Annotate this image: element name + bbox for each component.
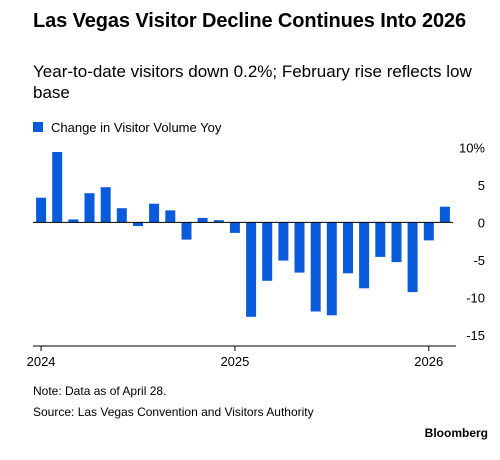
legend: Change in Visitor Volume Yoy [33,119,221,135]
bar-2025-09 [359,222,370,289]
x-axis-ticks: 2024 2025 2026 [27,346,443,369]
bar-2025-10 [375,222,386,257]
bar-2025-03 [262,222,273,281]
y-axis-ticks: 10% 5 0 -5 -10 -15 [459,141,485,343]
bar-2024-06 [116,208,127,223]
bar-2025-01 [229,222,240,233]
bar-2024-11 [197,217,208,223]
y-tick-label: -5 [473,253,485,268]
y-tick-label: 5 [478,178,485,193]
bar-2024-01 [36,197,47,223]
bar-2024-04 [84,193,95,223]
x-tick-label: 2024 [27,354,56,369]
bar-2024-05 [100,187,111,223]
chart-subtitle: Year-to-date visitors down 0.2%; Februar… [33,62,472,102]
legend-label: Change in Visitor Volume Yoy [51,119,222,135]
bar-2024-12 [213,220,224,223]
legend-swatch [33,122,43,132]
bar-2024-07 [133,222,143,227]
bar-2026-02 [439,206,450,223]
bar-2026-01 [423,222,434,241]
bar-2024-10 [181,222,192,240]
bloomberg-logo: Bloomberg [424,426,488,440]
bar-2024-08 [149,203,160,223]
bar-2024-09 [165,210,176,223]
chart-title: Las Vegas Visitor Decline Continues Into… [33,10,467,32]
y-tick-label: 10% [459,141,485,156]
bar-chart: 10% 5 0 -5 -10 -15 2024 2025 2026 [27,141,486,370]
bar-2025-05 [294,222,305,273]
bar-2025-12 [407,222,418,293]
chart-source: Source: Las Vegas Convention and Visitor… [33,405,314,419]
y-tick-label: -15 [466,328,485,343]
bar-2025-07 [326,222,337,316]
x-tick-label: 2025 [220,354,249,369]
y-tick-label: 0 [478,215,485,230]
y-tick-label: -10 [466,290,485,305]
bar-2025-08 [343,222,353,274]
bar-2025-02 [246,222,257,317]
bar-2025-11 [391,222,402,263]
x-tick-label: 2026 [414,354,443,369]
bar-2024-03 [68,219,79,223]
chart-note: Note: Data as of April 28. [33,384,167,398]
bar-2024-02 [52,152,63,223]
bar-2025-06 [310,222,321,312]
bars-group [36,152,450,317]
bar-2025-04 [278,222,289,261]
